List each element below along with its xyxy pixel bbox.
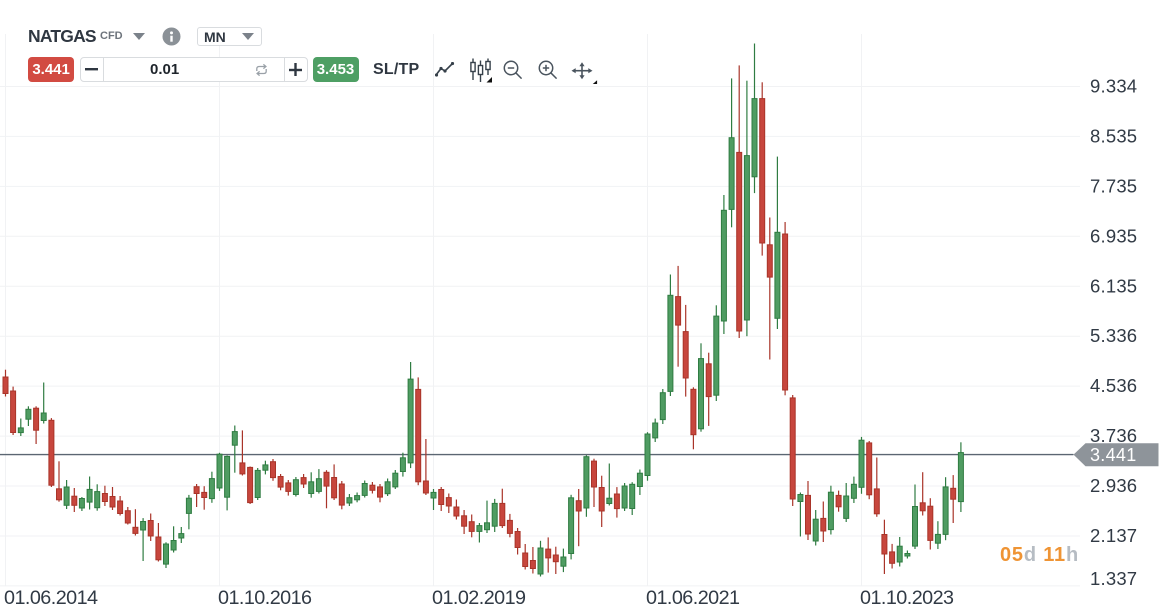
svg-text:01.10.2016: 01.10.2016 (218, 587, 312, 609)
svg-text:1.337: 1.337 (1090, 568, 1137, 589)
svg-text:6.935: 6.935 (1090, 225, 1137, 246)
svg-text:3.736: 3.736 (1090, 425, 1137, 446)
svg-text:01.10.2023: 01.10.2023 (860, 587, 954, 609)
svg-text:05d 11h: 05d 11h (1000, 544, 1079, 566)
svg-text:01.06.2021: 01.06.2021 (646, 587, 740, 609)
svg-text:01.06.2014: 01.06.2014 (4, 587, 98, 609)
svg-text:4.536: 4.536 (1090, 375, 1137, 396)
svg-text:2.936: 2.936 (1090, 475, 1137, 496)
svg-text:2.137: 2.137 (1090, 525, 1137, 546)
svg-text:3.441: 3.441 (1090, 445, 1137, 465)
svg-text:9.334: 9.334 (1090, 76, 1137, 97)
svg-text:5.336: 5.336 (1090, 325, 1137, 346)
svg-text:7.735: 7.735 (1090, 175, 1137, 196)
svg-text:01.02.2019: 01.02.2019 (432, 587, 526, 609)
svg-text:6.135: 6.135 (1090, 275, 1137, 296)
svg-text:8.535: 8.535 (1090, 125, 1137, 146)
